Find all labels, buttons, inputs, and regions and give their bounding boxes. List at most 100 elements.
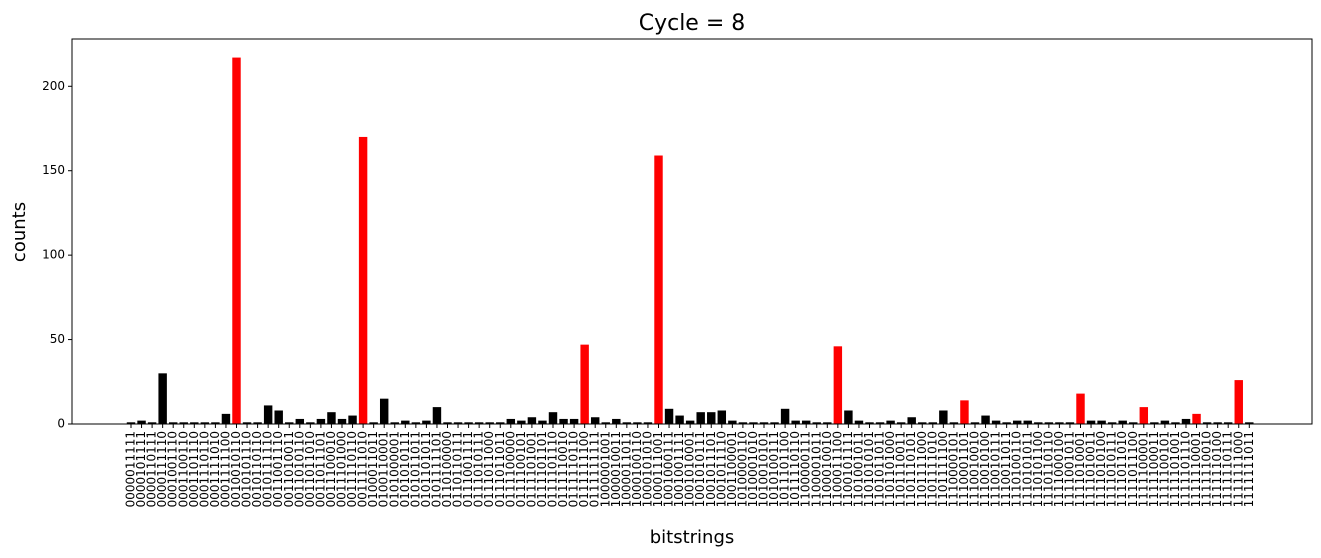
x-tick-label: 1111000100	[1052, 431, 1066, 507]
x-tick-label: 0111010111	[472, 431, 486, 507]
y-tick-label: 150	[42, 163, 65, 177]
bar	[1107, 422, 1117, 424]
x-tick-label: 1010000110	[735, 431, 749, 507]
bar	[211, 422, 220, 424]
bar	[401, 420, 410, 424]
bar	[643, 422, 653, 424]
bar	[306, 422, 315, 424]
x-tick-label: 0011011101	[313, 431, 327, 507]
bar	[654, 155, 663, 424]
x-tick-label: 1000100110	[630, 431, 644, 507]
x-tick-label: 1101110011	[894, 431, 908, 507]
x-tick-label: 1101110101	[904, 431, 918, 507]
x-tick-label: 1001001111	[672, 431, 686, 507]
x-tick-label: 1110000101	[946, 431, 960, 507]
x-tick-label: 0001001110	[166, 431, 180, 507]
bar	[358, 136, 368, 424]
x-tick-label: 1100010010	[820, 431, 834, 507]
x-tick-label: 1001000111	[662, 431, 676, 507]
x-tick-label: 1110010010	[968, 431, 982, 507]
x-tick-label: 1100001011	[809, 431, 823, 507]
bar	[147, 422, 157, 424]
bar	[939, 410, 948, 424]
x-tick-label: 1101001011	[851, 431, 865, 507]
bar	[960, 400, 969, 424]
bar	[1129, 422, 1138, 424]
x-tick-label: 0100110001	[377, 431, 391, 507]
x-tick-label: 0101010111	[398, 431, 412, 507]
x-tick-label: 1111001011	[1062, 431, 1076, 507]
x-tick-label: 1111101001	[1168, 431, 1182, 507]
bar	[295, 418, 305, 424]
x-tick-label: 1100101111	[841, 431, 855, 507]
x-tick-label: 1101101000	[883, 431, 897, 507]
x-tick-label: 1111011100	[1126, 431, 1140, 507]
plot-frame	[71, 38, 1313, 425]
y-tick-label: 0	[57, 417, 65, 431]
x-tick-label: 0111110110	[567, 431, 581, 507]
bar	[717, 410, 727, 424]
x-tick-label: 1111010100	[1094, 431, 1108, 507]
x-tick-label: 1101010101	[862, 431, 876, 507]
x-tick-label: 1111010111	[1105, 431, 1119, 507]
bar	[896, 422, 906, 424]
x-tick-label: 0101111101	[429, 431, 443, 507]
bar	[1160, 420, 1170, 424]
bar	[1086, 420, 1096, 424]
x-tick-label: 1110010111	[989, 431, 1003, 507]
bar	[327, 412, 336, 424]
x-tick-label: 1010100111	[767, 431, 781, 507]
bar	[496, 422, 505, 424]
bar	[1171, 422, 1180, 424]
bar	[485, 422, 494, 424]
bar	[580, 344, 589, 424]
x-tick-label: 1110110110	[1041, 431, 1055, 507]
bar	[770, 422, 779, 424]
x-tick-label: 0101101011	[419, 431, 433, 507]
bar	[749, 422, 758, 424]
x-tick-label: 1101111010	[925, 431, 939, 507]
bar	[369, 422, 378, 424]
bar	[1181, 418, 1191, 424]
bar	[274, 410, 283, 424]
x-tick-label: 1110100110	[1010, 431, 1024, 507]
bar	[168, 422, 178, 424]
x-tick-label: 1001010001	[683, 431, 697, 507]
bar	[907, 417, 916, 424]
x-tick-label: 1000101010	[640, 431, 654, 507]
bar	[696, 412, 705, 424]
y-tick-label: 50	[50, 332, 65, 346]
x-tick-label: 1001011110	[714, 431, 728, 507]
x-tick-label: 0111011011	[493, 431, 507, 507]
bar	[221, 413, 231, 424]
bar	[685, 420, 695, 424]
x-tick-label: 0010101110	[240, 431, 254, 507]
x-tick-label: 0011011010	[303, 431, 317, 507]
x-tick-label: 0001110110	[197, 431, 211, 507]
x-tick-label: 0010010110	[229, 431, 243, 507]
x-tick-label: 0000011111	[124, 431, 138, 507]
bar	[590, 417, 600, 424]
bar	[1065, 422, 1075, 424]
bar	[1055, 422, 1064, 424]
bar	[1139, 407, 1149, 424]
x-tick-label: 0011100010	[324, 431, 338, 507]
bar	[728, 420, 737, 424]
bar	[865, 422, 874, 424]
x-tick-label: 1001010111	[693, 431, 707, 507]
y-tick-label: 100	[42, 248, 65, 262]
bar	[1012, 420, 1022, 424]
bar	[316, 418, 326, 424]
bar	[1213, 422, 1222, 424]
bar	[1097, 420, 1106, 424]
bar	[791, 420, 800, 424]
x-tick-label: 0010110110	[250, 431, 264, 507]
x-tick-label: 1111100001	[1136, 431, 1150, 507]
bar	[453, 422, 463, 424]
x-tick-label: 1111100101	[1157, 431, 1171, 507]
x-tick-label: 1111110111	[1221, 431, 1235, 507]
bar	[622, 422, 632, 424]
bar	[1245, 422, 1254, 424]
x-tick-label: 1110001101	[957, 431, 971, 507]
